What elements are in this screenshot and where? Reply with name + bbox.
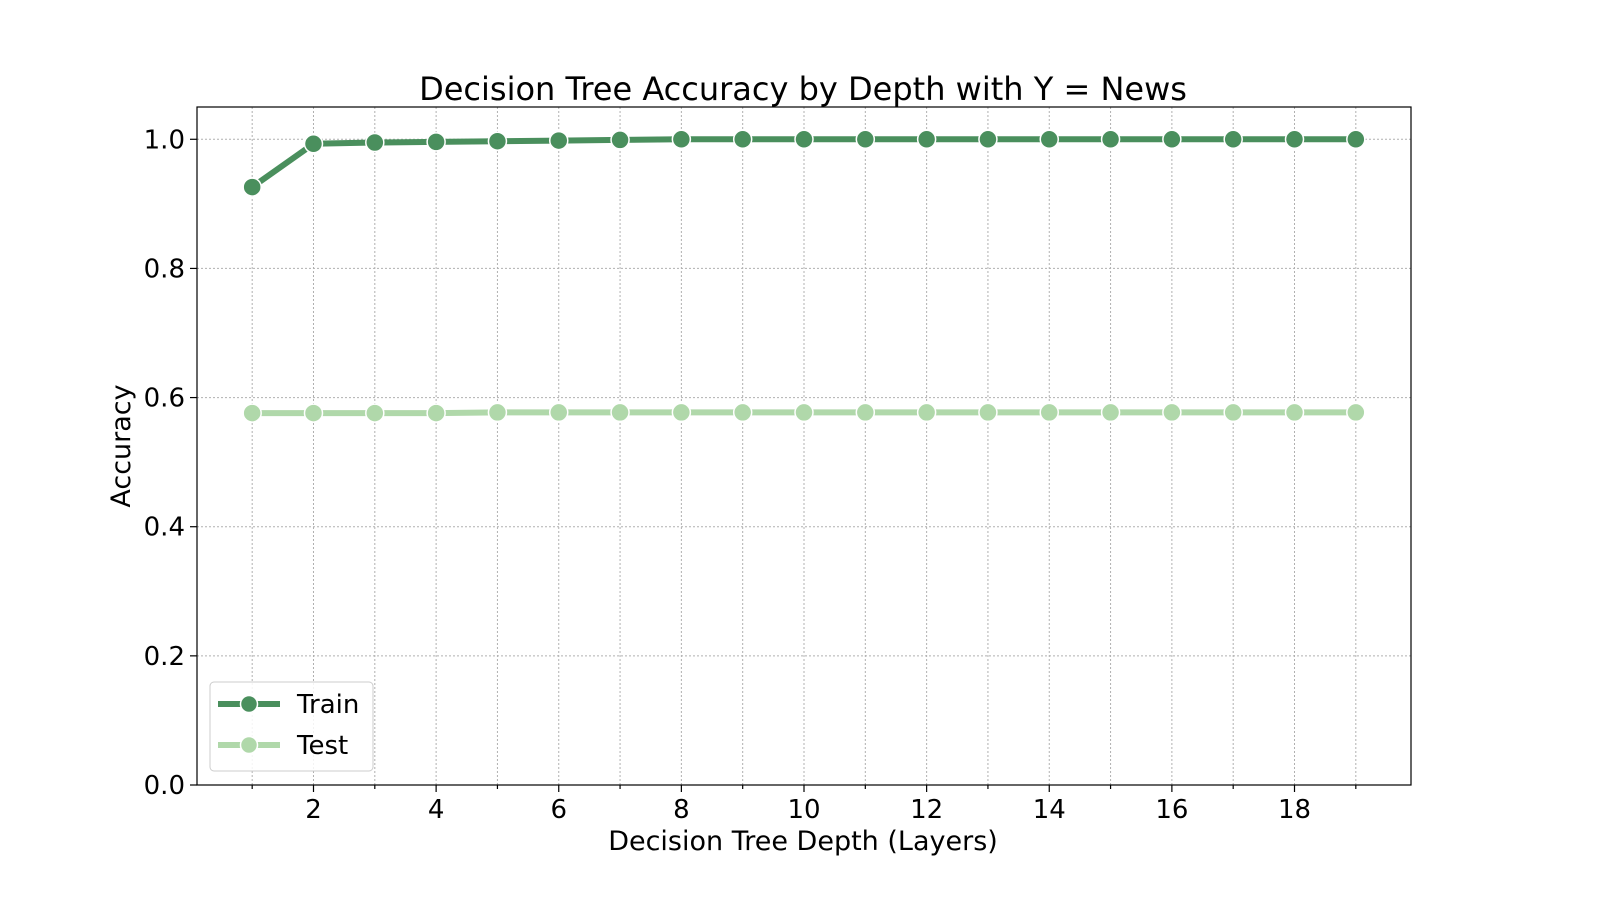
data-point-test[interactable] xyxy=(426,403,446,423)
y-axis-label: Accuracy xyxy=(106,384,137,507)
data-point-test[interactable] xyxy=(242,403,262,423)
x-axis-label: Decision Tree Depth (Layers) xyxy=(608,826,998,857)
series-train xyxy=(242,129,1366,197)
data-point-test[interactable] xyxy=(610,402,630,423)
y-axis-ticks: 0.0 0.2 0.4 0.6 0.8 1.0 xyxy=(144,125,197,801)
y-tick-label: 0.4 xyxy=(144,513,185,543)
data-point-train[interactable] xyxy=(671,129,692,150)
x-axis-ticks: 2 4 6 8 10 12 14 16 18 xyxy=(251,785,1357,825)
data-point-train[interactable] xyxy=(487,131,508,151)
x-tick-label: 4 xyxy=(428,795,445,825)
data-point-train[interactable] xyxy=(855,129,876,150)
x-tick-label: 2 xyxy=(305,795,322,825)
data-point-train[interactable] xyxy=(1284,129,1305,150)
legend[interactable]: Train Test xyxy=(209,681,374,772)
data-point-train[interactable] xyxy=(1100,129,1121,150)
data-point-train[interactable] xyxy=(549,130,569,151)
legend-test-marker xyxy=(239,735,259,755)
data-point-test[interactable] xyxy=(1162,402,1182,423)
x-tick-label: 16 xyxy=(1155,795,1188,825)
legend-test-label: Test xyxy=(296,731,348,761)
y-tick-label: 0.6 xyxy=(144,384,185,414)
legend-train-label: Train xyxy=(296,690,359,720)
data-point-train[interactable] xyxy=(365,132,385,153)
data-point-test[interactable] xyxy=(1223,402,1243,423)
data-point-train[interactable] xyxy=(303,134,324,154)
data-point-test[interactable] xyxy=(1039,402,1059,423)
y-tick-label: 0.8 xyxy=(144,254,185,284)
x-tick-label: 14 xyxy=(1033,795,1066,825)
data-point-train[interactable] xyxy=(1223,129,1243,150)
data-point-test[interactable] xyxy=(855,402,876,423)
data-point-train[interactable] xyxy=(978,129,998,150)
chart-title: Decision Tree Accuracy by Depth with Y =… xyxy=(419,70,1187,108)
data-point-test[interactable] xyxy=(1346,402,1366,423)
y-tick-label: 1.0 xyxy=(144,125,185,155)
data-point-train[interactable] xyxy=(610,130,630,150)
grid-lines xyxy=(197,107,1411,786)
y-tick-label: 0.2 xyxy=(144,642,185,672)
data-point-test[interactable] xyxy=(365,403,385,423)
x-tick-label: 18 xyxy=(1278,795,1311,825)
data-point-test[interactable] xyxy=(916,402,937,423)
data-point-train[interactable] xyxy=(794,129,814,150)
legend-entry-test[interactable]: Test xyxy=(218,731,348,761)
data-point-test[interactable] xyxy=(303,403,324,423)
data-point-test[interactable] xyxy=(732,402,753,423)
legend-entry-train[interactable]: Train xyxy=(218,690,359,720)
legend-train-marker xyxy=(239,694,259,714)
data-point-train[interactable] xyxy=(1346,129,1366,150)
data-point-train[interactable] xyxy=(916,129,937,150)
data-point-test[interactable] xyxy=(978,402,998,423)
data-point-test[interactable] xyxy=(1284,402,1305,423)
data-point-test[interactable] xyxy=(1100,402,1121,423)
data-point-test[interactable] xyxy=(794,402,814,423)
data-point-test[interactable] xyxy=(549,402,569,423)
data-point-train[interactable] xyxy=(732,129,753,150)
data-point-train[interactable] xyxy=(1039,129,1059,150)
series-lines xyxy=(242,129,1366,423)
data-point-train[interactable] xyxy=(426,132,446,152)
y-tick-label: 0.0 xyxy=(144,771,185,801)
x-tick-label: 6 xyxy=(550,795,567,825)
series-test xyxy=(242,402,1366,423)
data-point-test[interactable] xyxy=(487,402,508,423)
x-tick-label: 10 xyxy=(787,795,820,825)
data-point-train[interactable] xyxy=(242,177,262,197)
data-point-train[interactable] xyxy=(1162,129,1182,150)
x-tick-label: 8 xyxy=(673,795,690,825)
data-point-test[interactable] xyxy=(671,402,692,423)
x-tick-label: 12 xyxy=(910,795,943,825)
